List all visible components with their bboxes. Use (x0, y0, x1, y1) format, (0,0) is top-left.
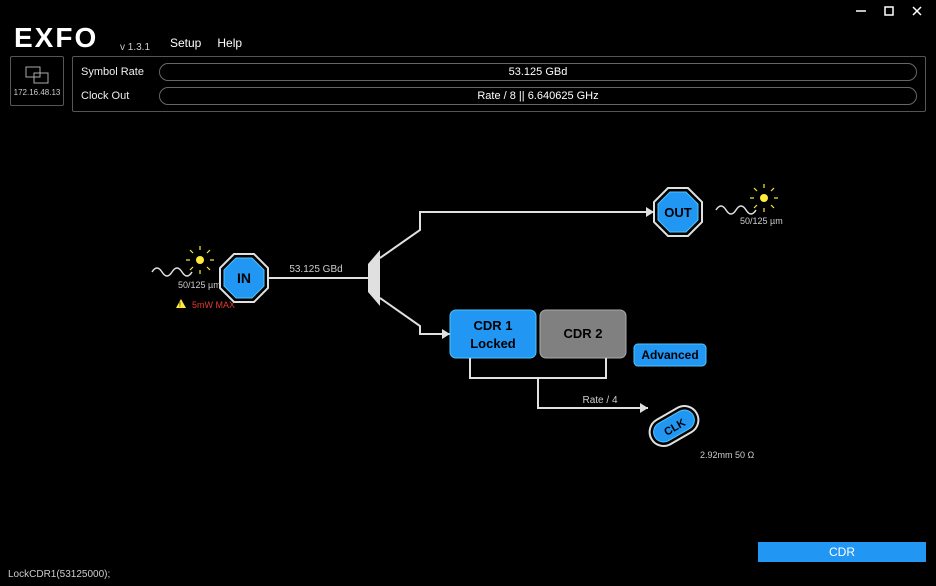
maximize-button[interactable] (882, 4, 896, 18)
status-line: LockCDR1(53125000); (8, 569, 110, 580)
clock-out-value[interactable]: Rate / 8 || 6.640625 GHz (159, 87, 917, 105)
svg-text:50/125 µm: 50/125 µm (178, 280, 221, 290)
svg-text:50/125 µm: 50/125 µm (740, 216, 783, 226)
out-port[interactable]: OUT (654, 188, 702, 236)
brand-logo: EXFO (14, 22, 98, 54)
line-rate-label: 53.125 GBd (289, 264, 342, 275)
svg-text:CDR 1: CDR 1 (473, 318, 512, 333)
clk-port[interactable]: CLK (644, 401, 703, 451)
device-icon (23, 66, 51, 86)
version-label: v 1.3.1 (120, 42, 150, 53)
clk-rate-label: Rate / 4 (582, 395, 617, 406)
config-panel: Symbol Rate 53.125 GBd Clock Out Rate / … (72, 56, 926, 112)
link-splitter-cdr (380, 298, 450, 334)
signal-diagram: 50/125 µm ! 5mW MAX IN 53.125 GBd OUT (0, 120, 936, 536)
close-button[interactable] (910, 4, 924, 18)
in-power-warning: ! 5mW MAX (176, 299, 235, 310)
out-fiber-icon: 50/125 µm (716, 184, 783, 226)
clk-connector-label: 2.92mm 50 Ω (700, 450, 755, 460)
clock-out-label: Clock Out (81, 90, 159, 102)
svg-text:IN: IN (237, 270, 251, 286)
svg-text:5mW MAX: 5mW MAX (192, 300, 235, 310)
menu-help[interactable]: Help (217, 36, 242, 50)
svg-text:CDR 2: CDR 2 (563, 326, 602, 341)
in-fiber-icon: 50/125 µm (152, 246, 221, 290)
svg-text:!: ! (179, 302, 181, 309)
device-ip: 172.16.48.13 (14, 88, 61, 97)
cdr1-block[interactable]: CDR 1 Locked (450, 310, 536, 358)
link-splitter-out (380, 212, 654, 258)
device-panel[interactable]: 172.16.48.13 (10, 56, 64, 106)
svg-text:Locked: Locked (470, 336, 516, 351)
menu-setup[interactable]: Setup (170, 36, 201, 50)
advanced-button[interactable]: Advanced (634, 344, 706, 366)
minimize-button[interactable] (854, 4, 868, 18)
link-cdr-clk (470, 358, 648, 408)
symbol-rate-label: Symbol Rate (81, 66, 159, 78)
symbol-rate-value[interactable]: 53.125 GBd (159, 63, 917, 81)
splitter (368, 250, 380, 306)
footer-cdr-button[interactable]: CDR (758, 542, 926, 562)
svg-text:OUT: OUT (664, 205, 692, 220)
svg-text:Advanced: Advanced (641, 348, 698, 362)
in-port[interactable]: IN (220, 254, 268, 302)
cdr2-block[interactable]: CDR 2 (540, 310, 626, 358)
